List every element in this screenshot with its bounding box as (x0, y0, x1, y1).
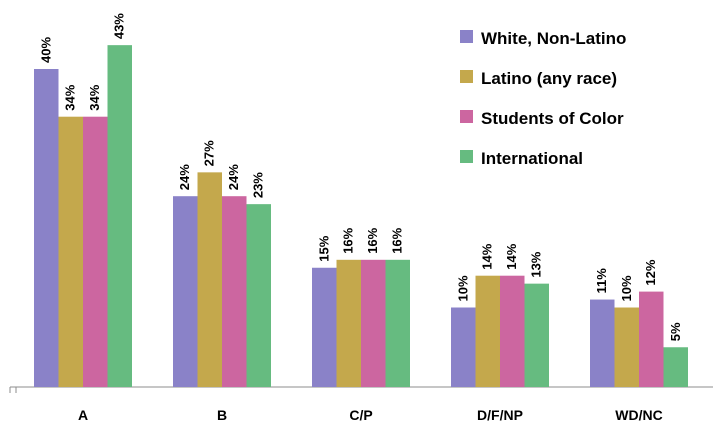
data-label: 10% (619, 275, 634, 301)
data-label: 27% (202, 140, 217, 166)
bar (58, 116, 83, 387)
bar (222, 196, 247, 387)
data-label: 10% (455, 275, 470, 301)
bars-layer (34, 45, 688, 388)
bar (197, 172, 222, 387)
bar (246, 204, 271, 387)
bar (173, 196, 198, 387)
bar (639, 291, 664, 387)
data-label: 24% (177, 164, 192, 190)
bar (500, 275, 525, 387)
data-label: 16% (365, 227, 380, 253)
legend-label: Latino (any race) (481, 69, 617, 88)
legend-swatch (460, 70, 473, 83)
bar (614, 307, 639, 387)
bar (107, 45, 132, 388)
bar (524, 283, 549, 387)
category-label: WD/NC (615, 407, 662, 423)
data-label: 12% (643, 259, 658, 285)
bar (385, 259, 410, 387)
legend-label: International (481, 149, 583, 168)
bar (83, 116, 108, 387)
data-label: 16% (390, 227, 405, 253)
data-labels-layer: 40% 34% 34% 43% 24% 27% 24% 23% 15% 16% 16% 16% 10% 1… (38, 13, 683, 342)
bar (312, 267, 337, 387)
category-label: A (78, 407, 88, 423)
axis-layer (9, 386, 713, 393)
legend-label: White, Non-Latino (481, 29, 626, 48)
bar (475, 275, 500, 387)
bar (663, 347, 688, 387)
category-label: C/P (349, 407, 372, 423)
bar (590, 299, 615, 387)
legend: White, Non-Latino Latino (any race) Studen… (460, 29, 626, 168)
data-label: 14% (504, 243, 519, 269)
legend-swatch (460, 110, 473, 123)
data-label: 5% (668, 322, 683, 341)
legend-swatch (460, 30, 473, 43)
data-label: 11% (594, 268, 609, 294)
data-label: 24% (226, 164, 241, 190)
bar (34, 69, 59, 387)
data-label: 23% (251, 172, 266, 198)
bar (336, 259, 361, 387)
data-label: 15% (316, 235, 331, 261)
data-label: 16% (341, 227, 356, 253)
data-label: 43% (112, 13, 127, 39)
bar (451, 307, 476, 387)
data-label: 14% (480, 243, 495, 269)
data-label: 34% (63, 84, 78, 110)
category-label: B (217, 407, 227, 423)
bar (361, 259, 386, 387)
legend-label: Students of Color (481, 109, 624, 128)
data-label: 34% (87, 84, 102, 110)
data-label: 13% (529, 251, 544, 277)
legend-swatch (460, 150, 473, 163)
data-label: 40% (38, 37, 53, 63)
category-labels-layer: A B C/P D/F/NP WD/NC (78, 407, 663, 423)
category-label: D/F/NP (477, 407, 523, 423)
